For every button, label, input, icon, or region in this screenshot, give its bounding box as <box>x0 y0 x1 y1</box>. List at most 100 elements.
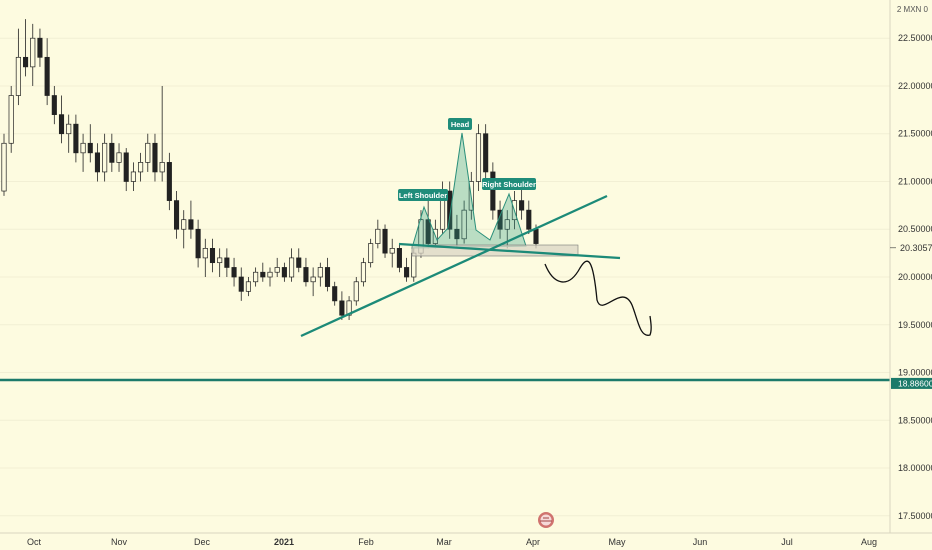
candle <box>382 224 388 258</box>
candle-body <box>260 271 266 278</box>
candle-body <box>454 228 460 240</box>
candle <box>123 148 129 192</box>
candle <box>260 262 266 282</box>
candle-body <box>411 252 417 278</box>
candle-body <box>324 267 331 287</box>
candle-body <box>188 219 194 230</box>
x-tick-label: Jul <box>781 537 793 547</box>
candle <box>173 191 180 239</box>
candle-body <box>116 152 122 163</box>
candle <box>483 124 489 182</box>
candle <box>94 143 101 182</box>
candle <box>188 200 194 239</box>
candle <box>37 28 43 67</box>
y-tick-label: 19.50000 <box>898 320 932 330</box>
y-tick-label: 20.50000 <box>898 224 932 234</box>
candle <box>231 257 237 287</box>
candle-body <box>23 56 29 68</box>
candle-body <box>202 248 208 259</box>
candle-body <box>58 114 65 135</box>
candle <box>519 186 525 220</box>
svg-text:Right Shoulder: Right Shoulder <box>482 180 536 189</box>
candle <box>166 152 172 211</box>
candle-body <box>339 300 345 316</box>
candle-body <box>253 271 259 283</box>
candle-body <box>87 142 93 154</box>
candle <box>404 257 410 282</box>
x-tick-label: Nov <box>111 537 128 547</box>
svg-text:Left Shoulder: Left Shoulder <box>399 191 447 200</box>
candle <box>87 124 93 163</box>
price-axis[interactable] <box>890 0 932 550</box>
candle-body <box>224 257 230 268</box>
candle <box>389 238 395 268</box>
candle <box>138 152 144 182</box>
x-tick-label: Apr <box>526 537 540 547</box>
candle <box>66 114 72 153</box>
y-tick-label: 20.00000 <box>898 272 932 282</box>
x-tick-label: Oct <box>27 537 42 547</box>
candle <box>109 133 115 172</box>
candle <box>526 200 532 235</box>
candle-body <box>303 267 309 283</box>
candle <box>181 210 187 249</box>
candle-body <box>15 56 21 96</box>
y-tick-label: 18.00000 <box>898 463 932 473</box>
candle <box>217 248 223 278</box>
candle-body <box>274 267 280 273</box>
candle-body <box>102 142 108 173</box>
x-tick-label: May <box>608 537 626 547</box>
x-tick-label: Dec <box>194 537 211 547</box>
candle-body <box>281 267 287 278</box>
candle-body <box>173 200 180 230</box>
candle-body <box>181 219 187 230</box>
candle <box>475 124 482 192</box>
candle <box>253 267 259 287</box>
svg-text:18.88600: 18.88600 <box>898 378 932 388</box>
candle-body <box>267 271 273 278</box>
candle-body <box>8 95 14 144</box>
candle-body <box>461 209 467 240</box>
candle <box>23 19 29 77</box>
candle-body <box>51 95 57 115</box>
candle-body <box>332 286 338 302</box>
candle-body <box>404 267 410 278</box>
candle <box>209 238 216 273</box>
candle-body <box>123 152 129 182</box>
candle-body <box>353 281 359 302</box>
projected-path <box>544 260 652 336</box>
candle-body <box>109 142 115 163</box>
y-tick-label: 17.50000 <box>898 511 932 521</box>
y-tick-label: 21.00000 <box>898 176 932 186</box>
candle <box>289 248 295 282</box>
candle-body <box>425 219 431 244</box>
head-shoulders-fill <box>411 132 527 249</box>
svg-text:Head: Head <box>451 120 470 129</box>
candle <box>296 248 302 273</box>
y-tick-label: 21.50000 <box>898 129 932 139</box>
candle <box>353 277 359 306</box>
candle <box>447 181 453 239</box>
candle <box>267 267 273 287</box>
candle <box>396 243 402 273</box>
candle <box>130 162 136 192</box>
candle-body <box>317 267 323 278</box>
candle <box>145 133 151 172</box>
neckline <box>398 242 621 260</box>
candle <box>152 133 158 182</box>
x-tick-labels[interactable]: Oct Nov Dec 2021 Feb Mar Apr May Jun Jul Aug <box>27 537 877 547</box>
candle <box>30 23 36 86</box>
candle-body <box>159 162 165 173</box>
candle-body <box>231 267 237 278</box>
right-shoulder-label: Right Shoulder <box>482 178 536 190</box>
candle-body <box>80 142 86 154</box>
candle <box>116 143 122 172</box>
x-tick-label: Feb <box>358 537 374 547</box>
candle-body <box>526 209 532 230</box>
candle <box>310 267 316 297</box>
candle <box>332 281 338 306</box>
candle-body <box>37 37 43 58</box>
symbol-corner: 2 MXN 0 <box>897 5 929 14</box>
candle <box>461 200 467 244</box>
